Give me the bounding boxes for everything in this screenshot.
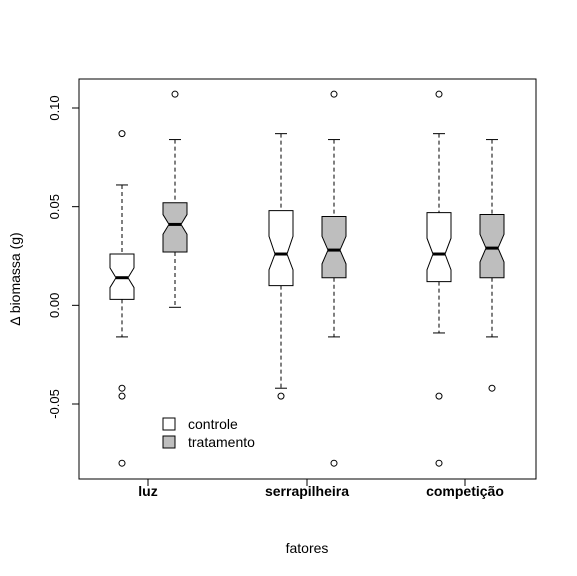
box-controle [426,212,452,283]
legend-swatch [162,435,176,449]
legend: controle tratamento [162,416,255,450]
y-tick-label: -0.05 [47,389,62,419]
outlier-point [118,392,126,400]
y-axis-title: Δ biomassa (g) [7,232,23,325]
legend-swatch [162,417,176,431]
outlier-point [118,130,126,138]
outlier-point [118,384,126,392]
y-axis: 0.10 0.05 0.00 -0.05 [47,95,79,419]
box-tratamento [162,202,188,253]
outlier-point [277,392,285,400]
x-category-label: competição [426,483,504,499]
outlier-point [488,384,496,392]
y-tick-label: 0.10 [47,95,62,120]
legend-label: tratamento [188,434,255,450]
box-tratamento [321,216,347,279]
box-group [109,90,505,467]
box-controle [268,210,294,287]
x-category-label: serrapilheira [265,483,349,499]
plot-frame [78,78,537,480]
x-axis: luz serrapilheira competição [138,479,504,499]
y-tick-label: 0.00 [47,293,62,318]
x-axis-title: fatores [286,540,329,556]
x-category-label: luz [138,483,157,499]
outlier-point [330,90,338,98]
outlier-point [435,392,443,400]
outlier-point [171,90,179,98]
y-tick-label: 0.05 [47,194,62,219]
outlier-point [330,459,338,467]
outlier-point [118,459,126,467]
legend-label: controle [188,416,238,432]
outlier-point [435,459,443,467]
outlier-point [435,90,443,98]
box-tratamento [479,214,505,279]
